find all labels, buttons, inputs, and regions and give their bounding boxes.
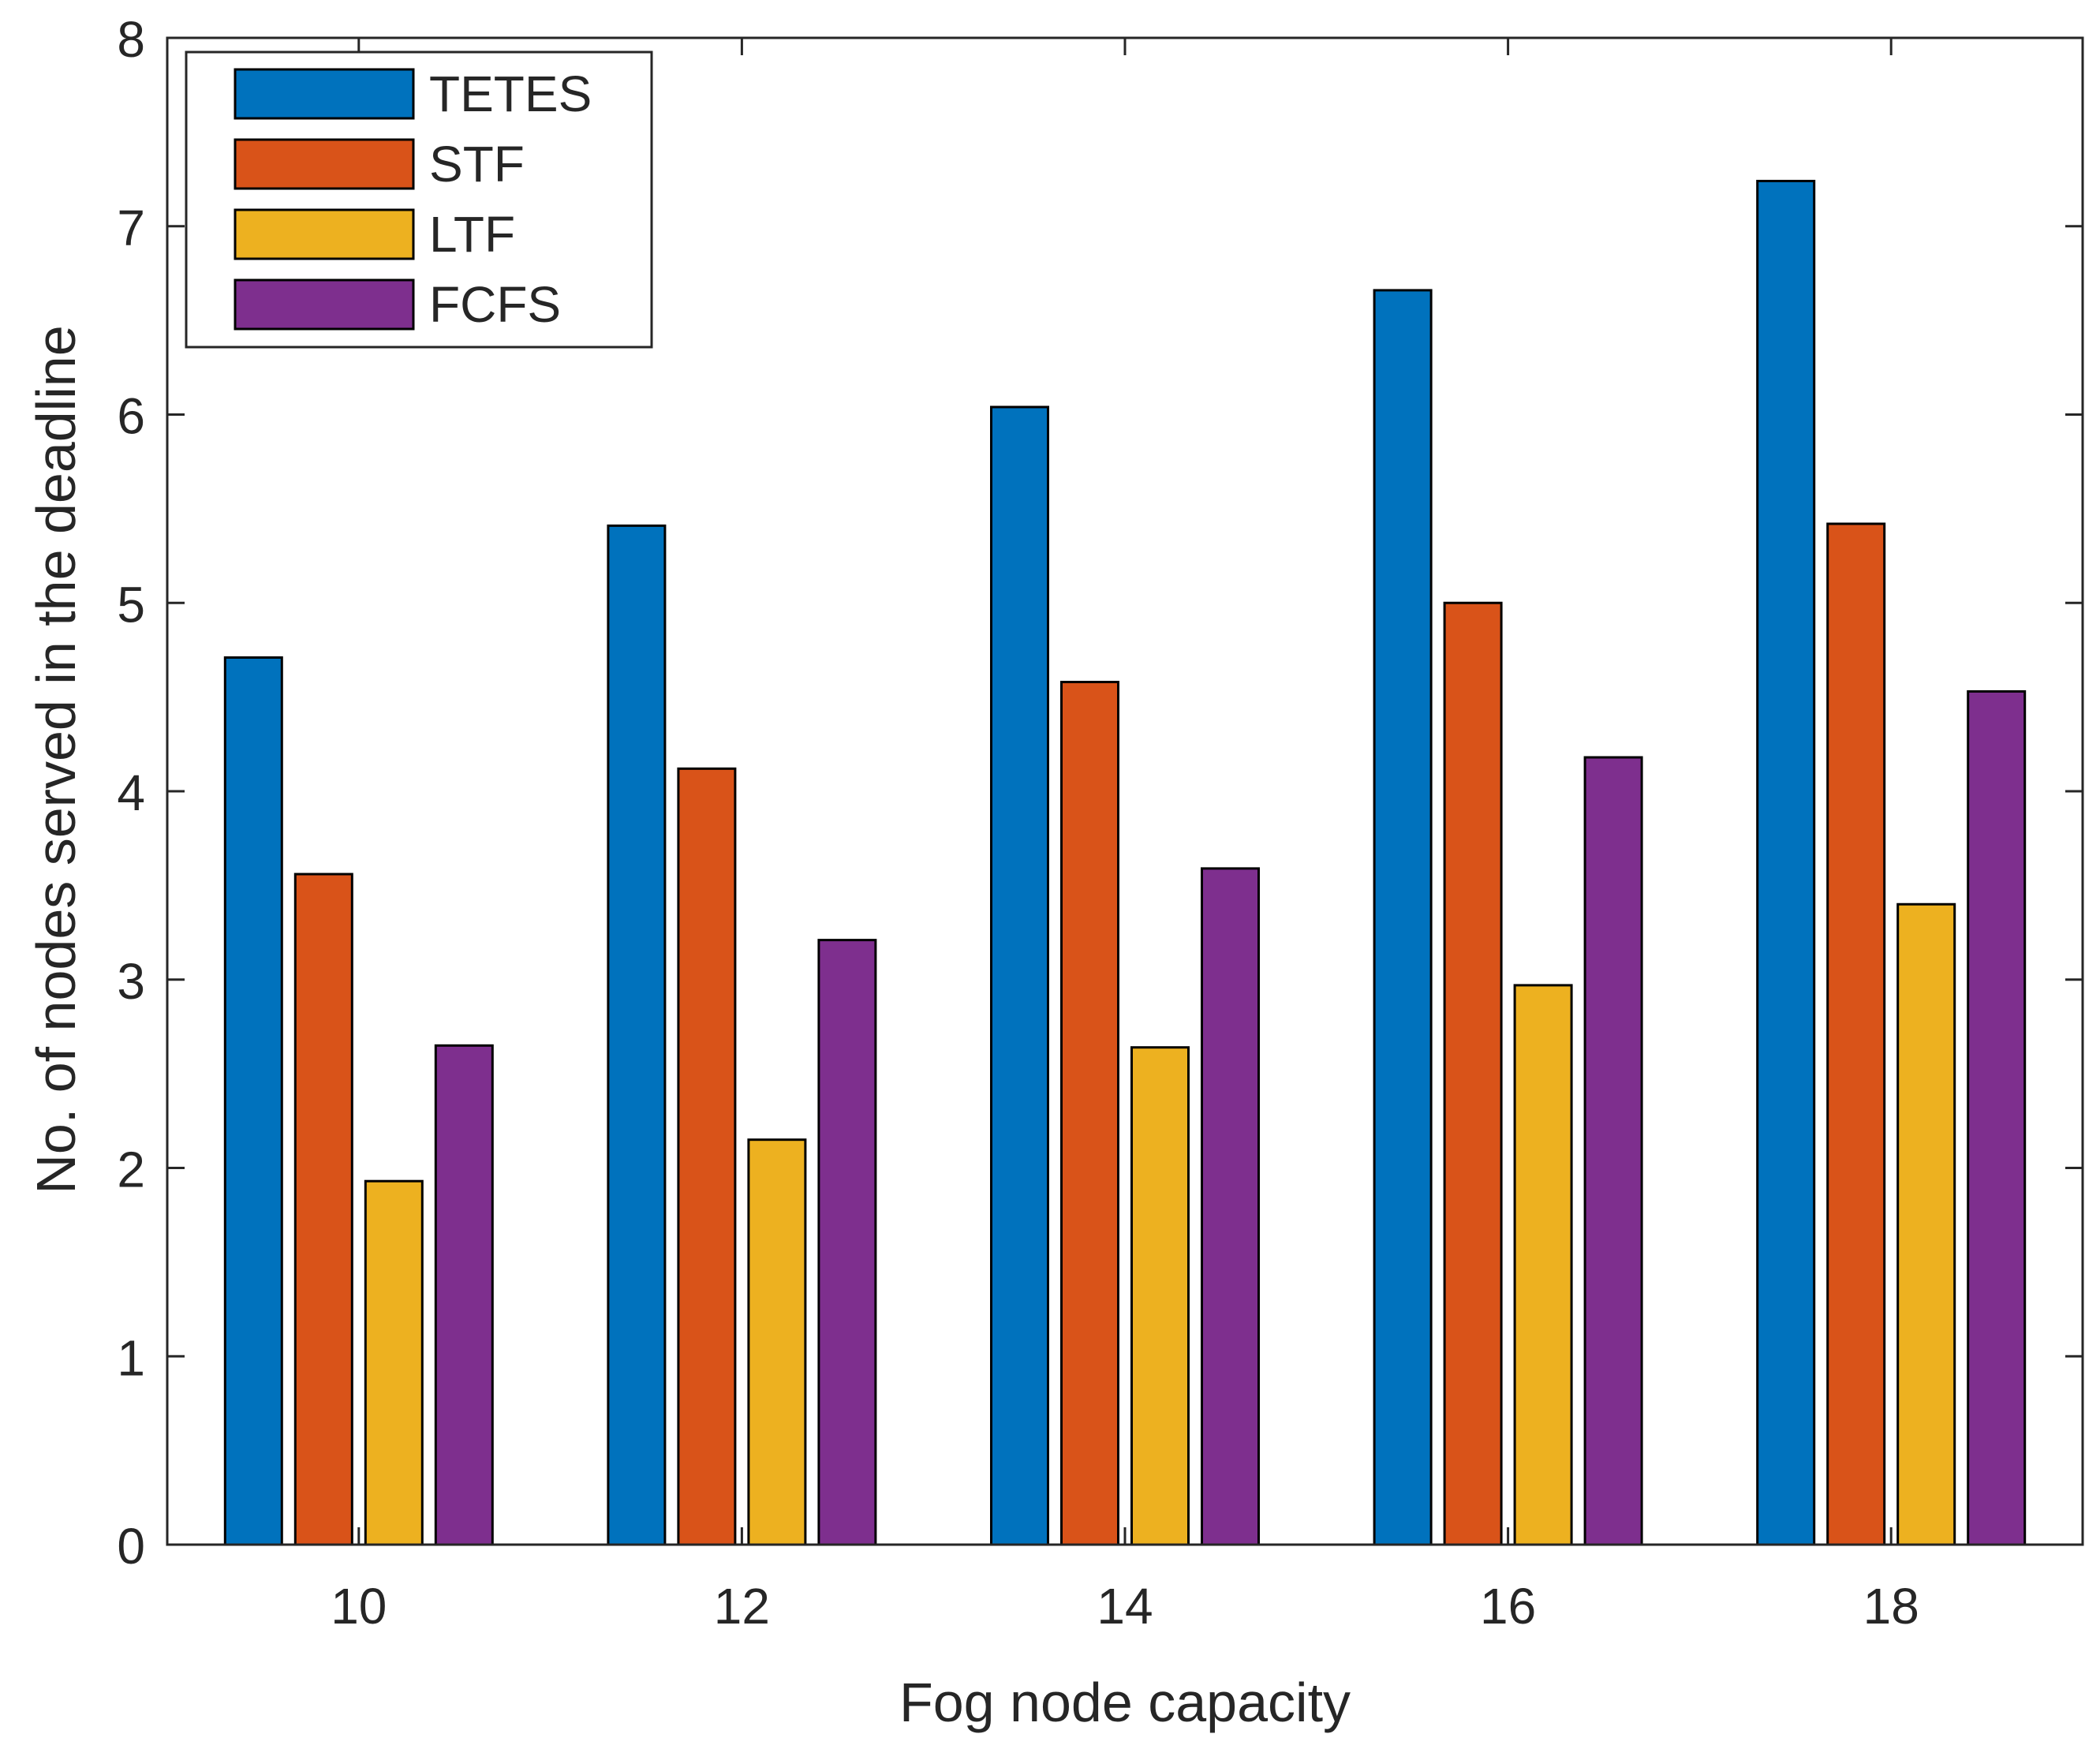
- x-axis-label: Fog node capacity: [899, 1672, 1351, 1733]
- bar-stf-16: [1443, 601, 1503, 1546]
- legend-label-ltf: LTF: [429, 206, 515, 263]
- bar-tetes-10: [223, 656, 283, 1546]
- y-tick-label: 6: [117, 388, 145, 445]
- y-tick-label: 5: [117, 576, 145, 633]
- legend-label-tetes: TETES: [429, 65, 592, 122]
- legend-swatch-ltf: [234, 208, 415, 260]
- bar-stf-12: [677, 767, 737, 1546]
- legend-swatch-tetes: [234, 68, 415, 120]
- bar-ltf-14: [1130, 1046, 1190, 1546]
- x-tick-label: 14: [1097, 1578, 1153, 1635]
- y-tick-label: 7: [117, 200, 145, 256]
- x-tick-label: 18: [1863, 1578, 1919, 1635]
- y-tick-label: 1: [117, 1329, 145, 1386]
- bar-fcfs-14: [1201, 867, 1260, 1546]
- legend-swatch-stf: [234, 138, 415, 190]
- legend-swatch-fcfs: [234, 278, 415, 331]
- bar-stf-10: [293, 873, 353, 1546]
- bar-tetes-16: [1373, 289, 1433, 1546]
- y-tick-label: 0: [117, 1518, 145, 1575]
- legend-label-stf: STF: [429, 136, 525, 192]
- bar-ltf-16: [1513, 984, 1573, 1546]
- bar-tetes-14: [990, 405, 1049, 1546]
- x-tick-label: 10: [331, 1578, 387, 1635]
- x-tick-label: 16: [1480, 1578, 1536, 1635]
- bar-ltf-12: [747, 1138, 807, 1546]
- y-tick-label: 8: [117, 11, 145, 68]
- bar-tetes-18: [1756, 179, 1816, 1546]
- bar-fcfs-12: [817, 939, 877, 1546]
- bar-fcfs-10: [434, 1044, 494, 1546]
- y-tick-label: 2: [117, 1142, 145, 1198]
- bar-stf-14: [1060, 681, 1119, 1546]
- legend: TETES STF LTF FCFS: [185, 50, 653, 349]
- bar-fcfs-16: [1583, 756, 1643, 1546]
- bars-layer: [223, 179, 2027, 1546]
- bar-fcfs-18: [1967, 689, 2027, 1546]
- legend-label-fcfs: FCFS: [429, 276, 561, 333]
- y-tick-label: 3: [117, 953, 145, 1010]
- y-tick-label: 4: [117, 764, 145, 821]
- y-axis-label: No. of nodes served in the deadline: [25, 325, 87, 1194]
- x-tick-label: 12: [714, 1578, 770, 1635]
- bar-tetes-12: [607, 524, 667, 1546]
- bar-ltf-18: [1896, 902, 1956, 1546]
- bar-ltf-10: [364, 1179, 424, 1546]
- bar-stf-18: [1826, 522, 1886, 1546]
